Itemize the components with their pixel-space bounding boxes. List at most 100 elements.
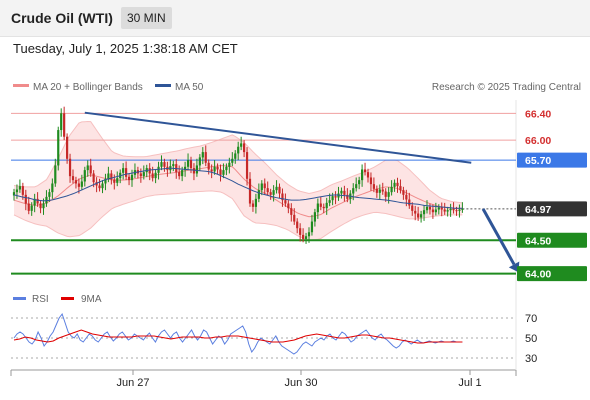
timeframe-badge[interactable]: 30 MIN [121, 7, 172, 29]
candle-body [213, 166, 216, 172]
candle [66, 133, 69, 164]
candle-body [207, 162, 210, 170]
candle [30, 202, 33, 216]
candle [80, 174, 83, 191]
candle [125, 161, 128, 181]
candle-body [422, 210, 426, 215]
candle-body [437, 207, 440, 210]
candle-body [461, 208, 464, 210]
candle-body [18, 186, 21, 190]
candle-body [68, 158, 72, 177]
candle-body [399, 186, 402, 191]
candle-body [278, 186, 281, 194]
candle [245, 147, 249, 186]
candle-body [228, 162, 231, 167]
candle [107, 166, 110, 183]
candle [15, 184, 19, 199]
candle-body [39, 203, 42, 209]
x-tick-label: Jun 30 [284, 377, 317, 389]
candle [86, 160, 89, 177]
candle-body [83, 170, 86, 182]
candle [74, 176, 78, 189]
candle-body [231, 158, 234, 163]
bollinger-legend-swatch [13, 84, 29, 87]
candle-body [248, 178, 252, 204]
candle-body [243, 143, 246, 153]
candle [296, 218, 299, 234]
candle-body [363, 169, 367, 173]
candle-body [157, 166, 160, 173]
candle [381, 182, 384, 195]
candle [440, 202, 443, 217]
candle [287, 200, 290, 214]
candle-body [343, 190, 346, 195]
price-levels [11, 112, 516, 275]
candle [434, 202, 437, 216]
ma50-line [13, 167, 463, 209]
rsi-legend-swatch [13, 297, 26, 300]
candle [284, 193, 287, 207]
candle-body [411, 205, 414, 211]
candle [122, 163, 125, 180]
instrument-title: Crude Oil (WTI) [11, 10, 113, 26]
candle-body [366, 172, 370, 178]
candle-body [272, 190, 275, 195]
candle-body [251, 203, 255, 207]
price-label-64-97: 64.97 [525, 204, 551, 216]
candle [51, 178, 54, 199]
candle [178, 165, 181, 180]
candle-body [33, 198, 36, 206]
candle-body [369, 177, 373, 185]
candle-body [290, 208, 293, 215]
price-label-64-50-bg [517, 232, 587, 248]
candle [302, 228, 305, 243]
candle-body [316, 203, 319, 213]
rsi-ma-legend-label: 9MA [81, 294, 102, 305]
candle-body [307, 232, 311, 237]
candle-body [101, 183, 104, 189]
candle-body [458, 209, 461, 211]
candle-body [36, 198, 39, 204]
candle [104, 173, 107, 191]
candle-body [142, 172, 145, 177]
candle-body [77, 183, 80, 187]
candle-body [104, 178, 107, 184]
candlesticks [12, 106, 464, 244]
x-tick-label: Jun 27 [116, 377, 149, 389]
candle [411, 202, 414, 216]
candle-body [184, 166, 187, 171]
candle-body [160, 162, 163, 167]
timestamp: Tuesday, July 1, 2025 1:38:18 AM CET [13, 41, 238, 56]
candle [396, 177, 399, 193]
candle-body [331, 196, 334, 201]
ma50-legend-swatch [155, 84, 171, 87]
candle [278, 183, 281, 199]
candle [378, 184, 381, 200]
candle [240, 136, 243, 151]
candle [192, 163, 196, 181]
candle-body [216, 166, 219, 170]
candle-body [405, 194, 408, 200]
candle [369, 172, 373, 191]
rsi-tick-label-30: 30 [525, 353, 537, 365]
candle [216, 163, 219, 175]
candle [243, 140, 246, 158]
candle [33, 193, 36, 213]
candle [307, 227, 311, 243]
candle [458, 204, 461, 218]
candle-body [86, 165, 89, 171]
bollinger-lower-band [13, 190, 463, 241]
candle-body [378, 189, 381, 193]
candle-body [30, 205, 33, 211]
candle-body [225, 166, 228, 171]
candle [275, 180, 278, 194]
candle-body [195, 165, 198, 174]
bollinger-legend-label: MA 20 + Bollinger Bands [33, 82, 143, 93]
rsi-ma-legend-swatch [61, 297, 74, 300]
candle-body [455, 210, 458, 212]
candle-body [113, 179, 116, 183]
price-labels: 66.40 66.00 65.70 64.97 64.50 64.00 [517, 108, 587, 282]
candle-body [322, 206, 325, 209]
candle [237, 141, 240, 161]
